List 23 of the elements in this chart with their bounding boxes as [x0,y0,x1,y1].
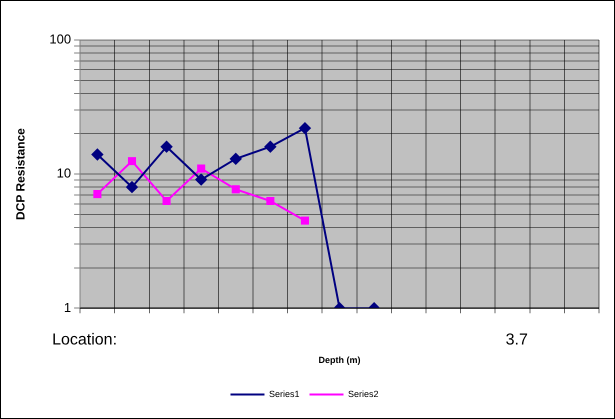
point [230,152,242,165]
point [126,181,138,194]
point [93,190,102,198]
point [160,140,173,153]
text: 3.7 [506,332,528,349]
text: Location: [52,332,118,349]
point [232,185,240,194]
y-tick-label: 100 [49,32,72,47]
point [266,196,274,206]
point [298,122,311,134]
x-axis-title: Depth (m) [318,355,361,366]
legend-label: Series1 [268,388,300,399]
y-axis-title: DCP Resistance [14,128,28,220]
point [128,157,136,166]
point [264,140,276,153]
point [162,196,171,206]
y-tick-label: 10 [56,166,72,181]
point [197,164,206,173]
point [91,148,104,161]
point [195,174,208,186]
y-tick-label: 1 [64,300,72,315]
point [300,216,309,225]
legend-label: Series2 [348,388,379,399]
